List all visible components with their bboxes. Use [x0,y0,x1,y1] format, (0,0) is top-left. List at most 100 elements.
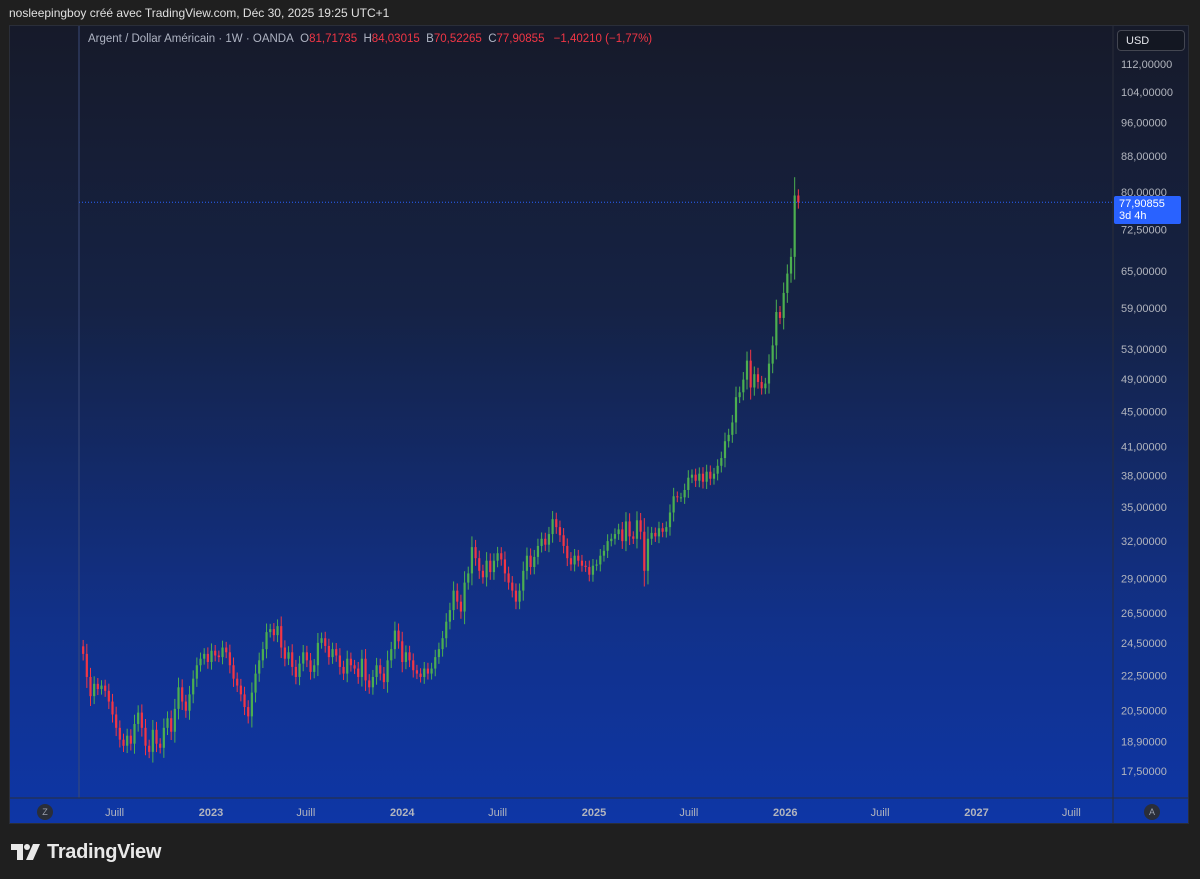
candle-body [470,547,474,574]
x-tick-label: 2025 [582,807,606,819]
currency-selector[interactable]: USD [1117,30,1185,51]
x-tick-label: Juill [679,807,698,819]
candle-body [789,256,793,274]
candle-body [573,555,576,565]
candle-body [767,363,771,384]
candle-body [775,312,778,346]
y-tick-label: 53,00000 [1121,344,1167,356]
candle-body [357,668,360,677]
candle-body [434,657,437,669]
close-value: 77,90855 [496,33,545,45]
candle-body [173,708,176,732]
candle-body [760,381,763,389]
candle-body [390,649,393,661]
low-label: B [426,33,434,45]
y-tick-label: 24,50000 [1121,638,1167,650]
tradingview-logo: TradingView [11,841,161,863]
candle-body [547,534,551,545]
change-value: −1,40210 (−1,77%) [553,33,653,45]
candle-body [313,665,316,672]
tradingview-logo-icon [11,844,40,860]
candle-body [437,649,441,658]
candle-body [734,397,738,423]
candle-body [327,645,330,658]
chart-panel[interactable]: 112,00000 104,00000 96,00000 88,00000 80,000… [9,25,1189,824]
candle-body [375,665,378,677]
y-tick-label: 41,00000 [1121,442,1167,454]
candle-body [287,652,290,659]
candle-body [727,434,730,442]
candle-body [137,712,140,724]
candle-body [683,489,686,498]
candle-body [349,658,352,666]
candle-body [503,559,507,574]
candle-body [331,649,334,658]
y-tick-label: 26,50000 [1121,608,1167,620]
candle-body [452,590,455,611]
candle-body [159,743,162,748]
candle-body [199,658,202,666]
candle-body [342,666,345,674]
y-tick-label: 72,50000 [1121,225,1167,237]
candle-body [723,441,727,459]
candle-body [529,555,532,567]
candle-body [122,739,125,746]
x-tick-label: 2026 [773,807,797,819]
candle-body [302,652,305,664]
candle-body [511,582,514,591]
candle-body [518,590,521,602]
low-value: 70,52265 [433,33,482,45]
candle-body [635,520,639,539]
candle-body [155,729,158,744]
candle-body [419,673,422,677]
candle-body [654,532,657,537]
candle-body [195,665,198,679]
candle-body [236,678,239,686]
x-tick-label: Juill [1062,807,1081,819]
candle-body [694,474,697,481]
candle-body [118,727,121,740]
candle-body [599,555,602,565]
candle-body [269,629,272,633]
candle-body [606,541,609,551]
candle-body [551,519,554,535]
x-tick-label: Juill [488,807,507,819]
candle-body [225,647,228,653]
last-price-tag: 77,90855 3d 4h [1114,196,1181,224]
candle-body [643,531,646,571]
candle-body [192,678,195,695]
y-tick-label: 22,50000 [1121,670,1167,682]
candle-body [239,685,242,695]
candle-body [401,641,404,662]
candle-body [258,660,261,674]
zoom-button[interactable]: Z [37,804,53,820]
candle-body [371,676,374,688]
candle-body [129,735,132,744]
candle-body [613,534,617,539]
candle-body [144,727,147,746]
candle-body [162,727,165,748]
auto-scale-button[interactable]: A [1144,804,1160,820]
price-chart[interactable]: 112,00000104,0000096,0000088,0000080,000… [10,26,1189,824]
candle-body [448,610,452,622]
y-tick-label: 49,00000 [1121,374,1167,386]
candle-body [459,601,463,612]
candle-body [382,673,386,683]
candle-body [639,520,642,532]
candle-body [716,465,719,474]
candle-body [731,422,734,435]
candle-body [85,653,88,677]
candle-body [214,650,217,656]
candle-body [591,565,595,575]
candle-body [151,729,154,752]
candle-body [738,392,741,398]
tradingview-brand: TradingView [47,840,162,863]
symbol-title: Argent / Dollar Américain · 1W · OANDA [88,33,294,45]
candle-body [507,573,510,583]
candle-body [709,471,712,479]
candle-body [690,474,694,478]
y-tick-label: 88,00000 [1121,151,1167,163]
candle-body [474,547,477,559]
candle-body [232,665,235,679]
candle-body [665,527,668,532]
